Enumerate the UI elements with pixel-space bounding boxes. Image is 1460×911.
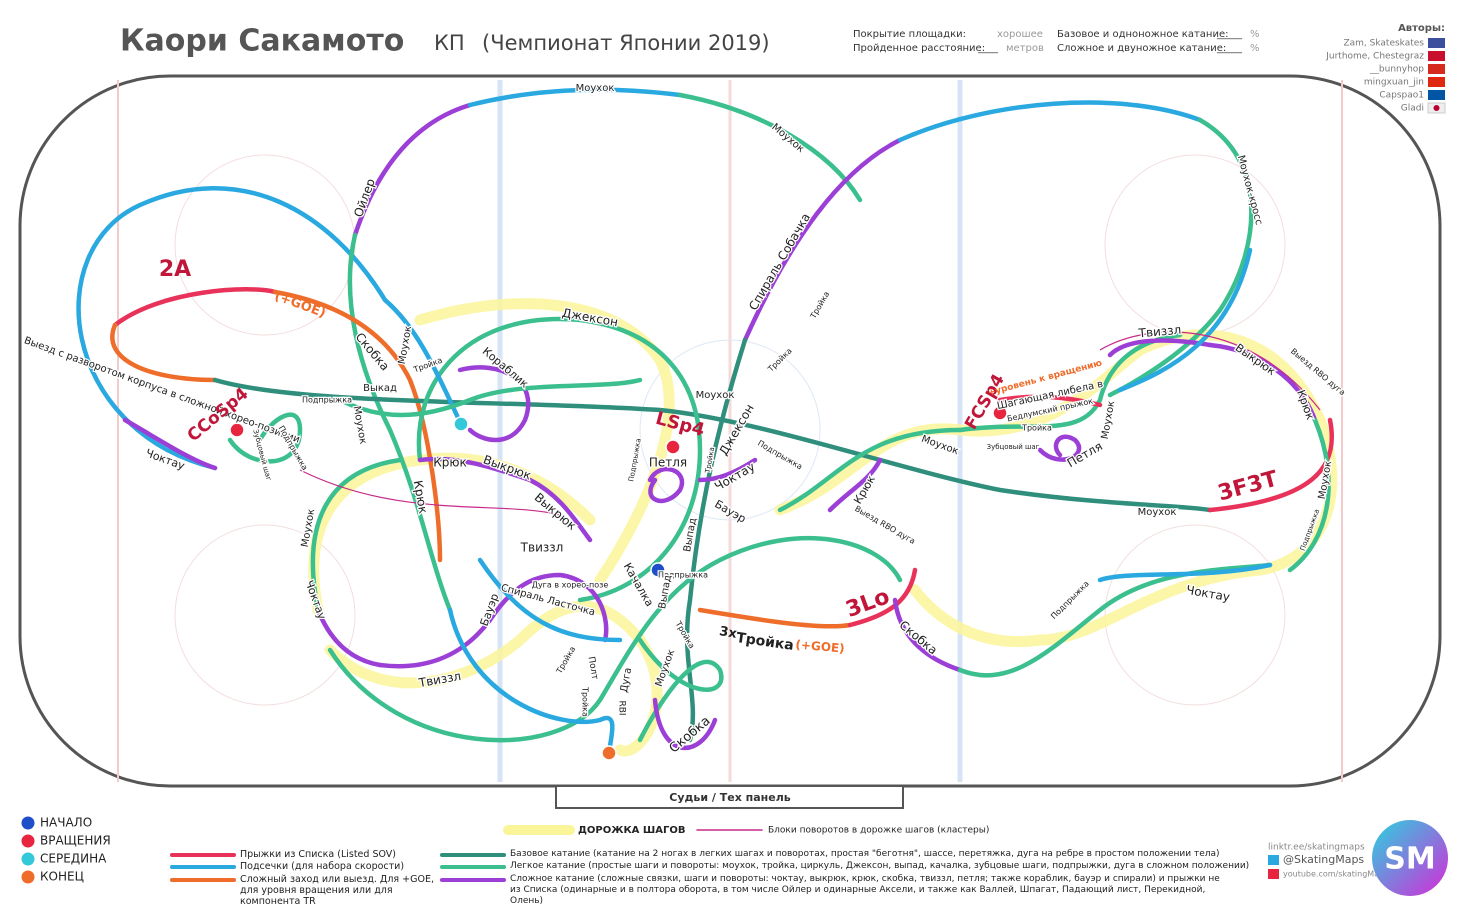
move-label: Зубцовый шаг — [987, 443, 1040, 451]
author: Zam, Skateskates — [1343, 39, 1424, 49]
legend-text: Легкое катание (простые шаги и повороты:… — [510, 861, 1250, 871]
footer-link: @SkatingMaps — [1283, 853, 1364, 866]
author: Capspao1 — [1379, 91, 1424, 101]
legend-text: Базовое катание (катание на 2 ногах в ле… — [510, 849, 1220, 859]
judges-label: Судьи / Тех панель — [669, 791, 790, 804]
cluster-marks — [299, 331, 1321, 516]
author: Jurthome, Chestegraz — [1325, 52, 1424, 62]
move-label: Твиззл — [1137, 323, 1182, 341]
stat-blank: ____ — [977, 43, 999, 54]
move-label: Тройка — [581, 686, 590, 717]
stat-blank: _____ — [1216, 29, 1243, 40]
legend-marker-label: КОНЕЦ — [40, 870, 84, 884]
move-label: RBI — [617, 700, 627, 715]
twitter-icon — [1268, 855, 1279, 865]
move-label: Моухок — [1138, 507, 1177, 518]
event: (Чемпионат Японии 2019) — [482, 31, 770, 55]
stat-unit: % — [1250, 43, 1260, 54]
stat-label: Покрытие площадки: — [853, 29, 966, 40]
legend-text: Сложный заход или выезд. Для +GOE, для у… — [240, 874, 434, 907]
legend-text: Сложное катание (сложные связки, шаги и … — [510, 874, 1220, 906]
move-label: Петля — [649, 456, 687, 470]
legend-markers — [20, 815, 36, 885]
move-label: Крюк — [411, 479, 431, 514]
stat-label: Пройденное расстояние: — [853, 43, 985, 54]
move-label: Крюк — [433, 456, 467, 470]
move-label: Моухок — [576, 83, 615, 94]
program: КП — [434, 31, 465, 55]
stat-value: хорошее — [997, 29, 1043, 40]
legend-steps: ДОРОЖКА ШАГОВ — [578, 825, 685, 836]
author: mingxuan_jin — [1364, 78, 1424, 88]
legend-clusters: Блоки поворотов в дорожке шагов (кластер… — [768, 826, 989, 836]
author: Gladi — [1401, 104, 1424, 114]
move-label: Тройка — [1021, 424, 1052, 433]
move-label: Дуга в хорео-позе — [532, 581, 609, 590]
element-label: 3x — [718, 624, 738, 642]
stat-label: Сложное и двуножное катание: — [1057, 43, 1226, 54]
move-label: Выкад — [363, 383, 397, 394]
element-label: (+GOE) — [795, 637, 845, 655]
footer-link: youtube.com/skatingMaps — [1283, 870, 1388, 879]
legend-text: Подсечки (для набора скорости) — [240, 861, 405, 872]
flags — [1427, 38, 1446, 114]
skater-name: Каори Сакамото — [120, 24, 404, 59]
legend-marker-label: НАЧАЛО — [40, 816, 92, 830]
legend-marker-label: ВРАЩЕНИЯ — [40, 834, 111, 848]
authors-title: Авторы: — [1398, 23, 1445, 34]
stat-label: Базовое и одноножное катание: — [1057, 29, 1228, 40]
logo — [1372, 820, 1448, 896]
legend-text: Прыжки из Списка (Listed SOV) — [240, 849, 396, 860]
element-label: 2A — [159, 257, 191, 282]
element-label: Тройка — [735, 630, 795, 654]
youtube-icon — [1268, 869, 1279, 879]
stat-unit: % — [1250, 29, 1260, 40]
rink — [18, 74, 1442, 809]
legend-marker-label: СЕРЕДИНА — [40, 852, 107, 866]
markers — [229, 405, 1008, 761]
move-label: Подпрыжка — [658, 571, 708, 580]
logo-text: SM — [1384, 842, 1435, 877]
move-label: Моухок — [696, 390, 735, 401]
stat-blank: _____ — [1216, 43, 1243, 54]
move-label: Твиззл — [520, 541, 564, 555]
move-label: Подпрыжка — [302, 396, 352, 405]
legend-lines — [170, 825, 763, 882]
stat-unit: метров — [1006, 43, 1044, 54]
author: __bunnyhop — [1369, 65, 1424, 75]
skating-paths — [76, 87, 1334, 756]
footer-link: linktr.ee/skatingmaps — [1268, 843, 1365, 853]
